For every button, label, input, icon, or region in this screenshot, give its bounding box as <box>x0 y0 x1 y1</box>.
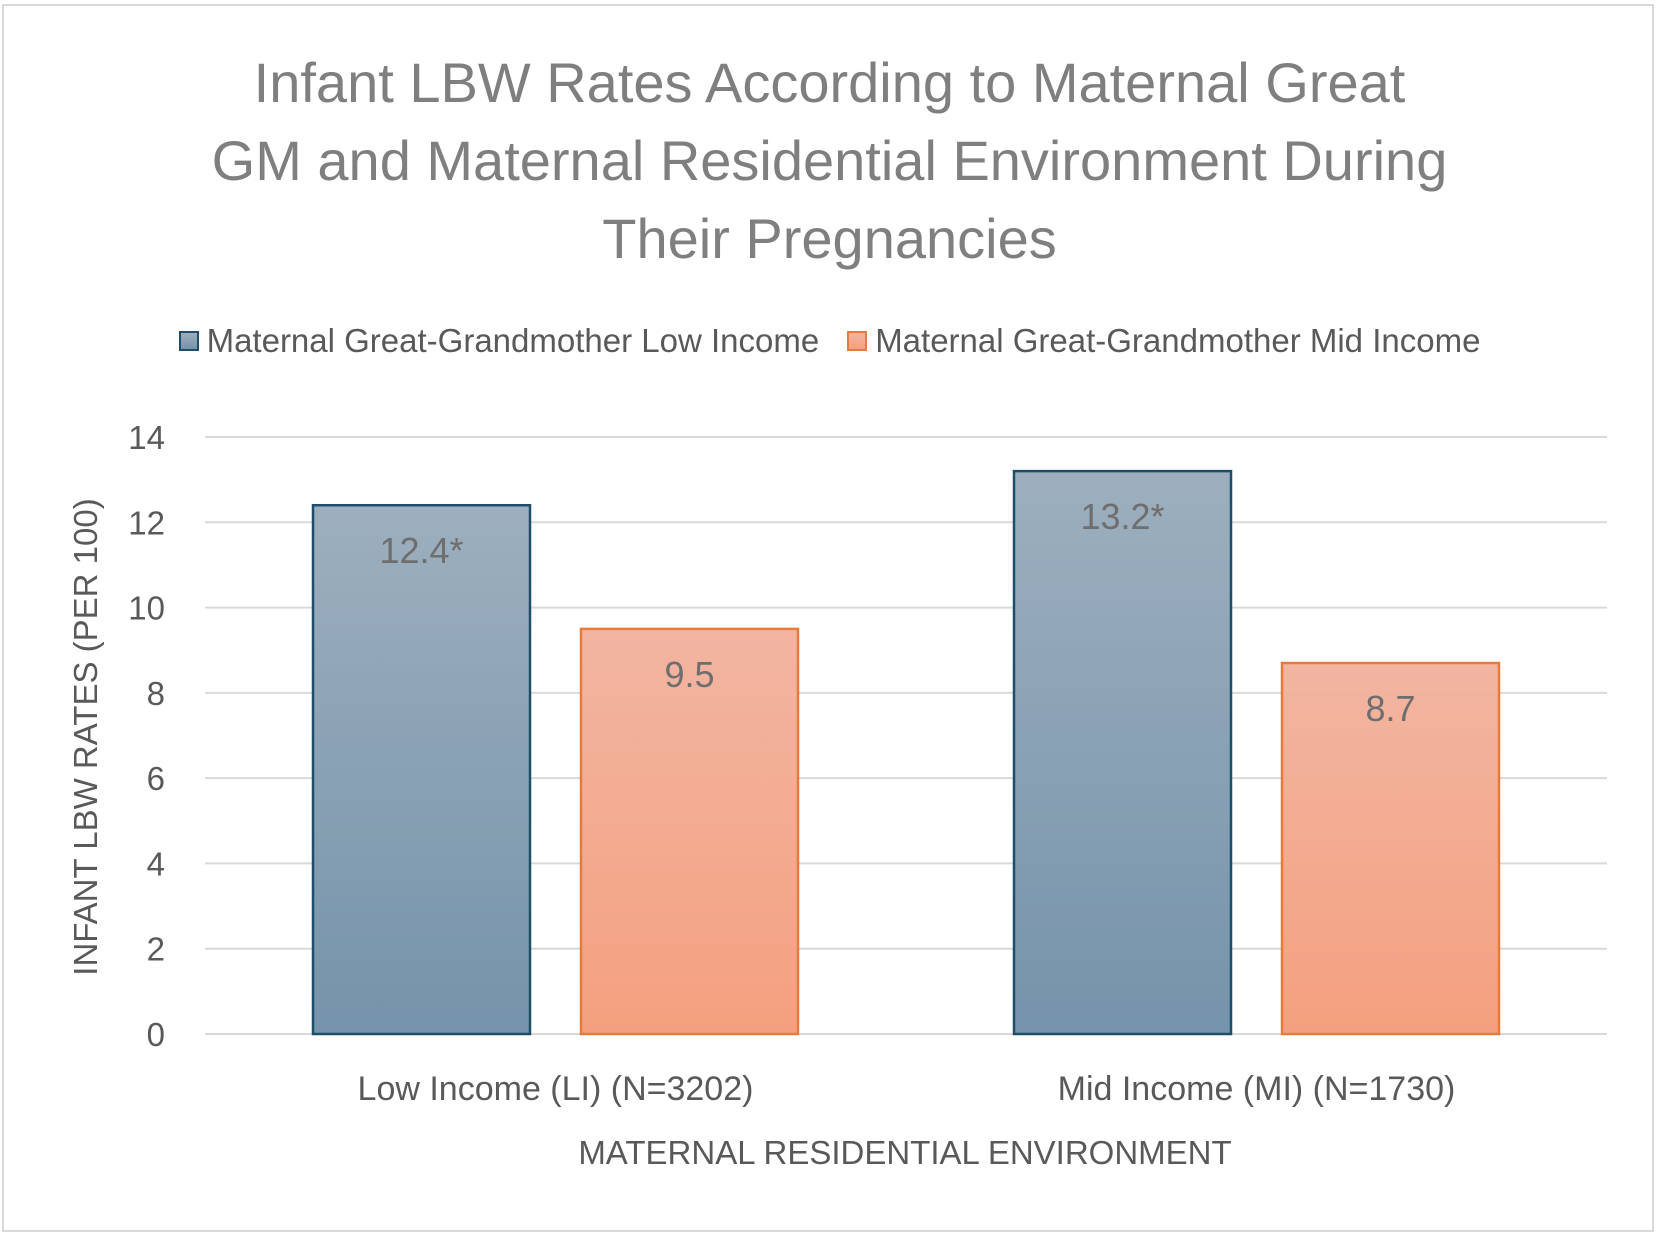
legend-item-series-0: Maternal Great-Grandmother Low Income <box>178 322 820 360</box>
legend-item-series-1: Maternal Great-Grandmother Mid Income <box>847 322 1480 360</box>
chart-legend: Maternal Great-Grandmother Low Income Ma… <box>0 322 1659 360</box>
y-tick-label: 6 <box>147 760 165 797</box>
chart-title: Infant LBW Rates According to Maternal G… <box>0 44 1659 278</box>
legend-label-series-0: Maternal Great-Grandmother Low Income <box>206 322 820 359</box>
chart-title-line: GM and Maternal Residential Environment … <box>211 129 1448 192</box>
x-axis-label: MATERNAL RESIDENTIAL ENVIRONMENT <box>578 1134 1231 1171</box>
y-axis-label: INFANT LBW RATES (PER 100) <box>67 498 104 975</box>
x-tick-label: Mid Income (MI) (N=1730) <box>1058 1070 1456 1108</box>
y-tick-label: 10 <box>128 590 165 627</box>
y-tick-label: 4 <box>147 845 165 882</box>
legend-swatch-series-1 <box>847 331 868 351</box>
bar-series-0-cat-1 <box>1012 469 1233 1036</box>
y-tick-label: 12 <box>128 504 165 541</box>
x-tick-label: Low Income (LI) (N=3202) <box>358 1070 754 1108</box>
legend-label-series-1: Maternal Great-Grandmother Mid Income <box>875 322 1481 359</box>
y-tick-label: 2 <box>147 931 165 968</box>
y-tick-label: 8 <box>147 675 165 712</box>
data-label: 9.5 <box>664 654 714 695</box>
chart-title-line: Their Pregnancies <box>602 207 1057 270</box>
bar-series-0-cat-0 <box>311 503 532 1036</box>
chart-title-line: Infant LBW Rates According to Maternal G… <box>253 51 1406 114</box>
legend-swatch-series-0 <box>178 331 199 351</box>
y-tick-label: 0 <box>147 1016 165 1053</box>
data-label: 13.2* <box>1080 496 1164 537</box>
bar-series-1-cat-0 <box>579 627 800 1036</box>
bar-series-1-cat-1 <box>1280 661 1501 1036</box>
y-tick-label: 14 <box>128 419 165 456</box>
data-label: 12.4* <box>379 530 463 571</box>
data-label: 8.7 <box>1365 688 1415 729</box>
